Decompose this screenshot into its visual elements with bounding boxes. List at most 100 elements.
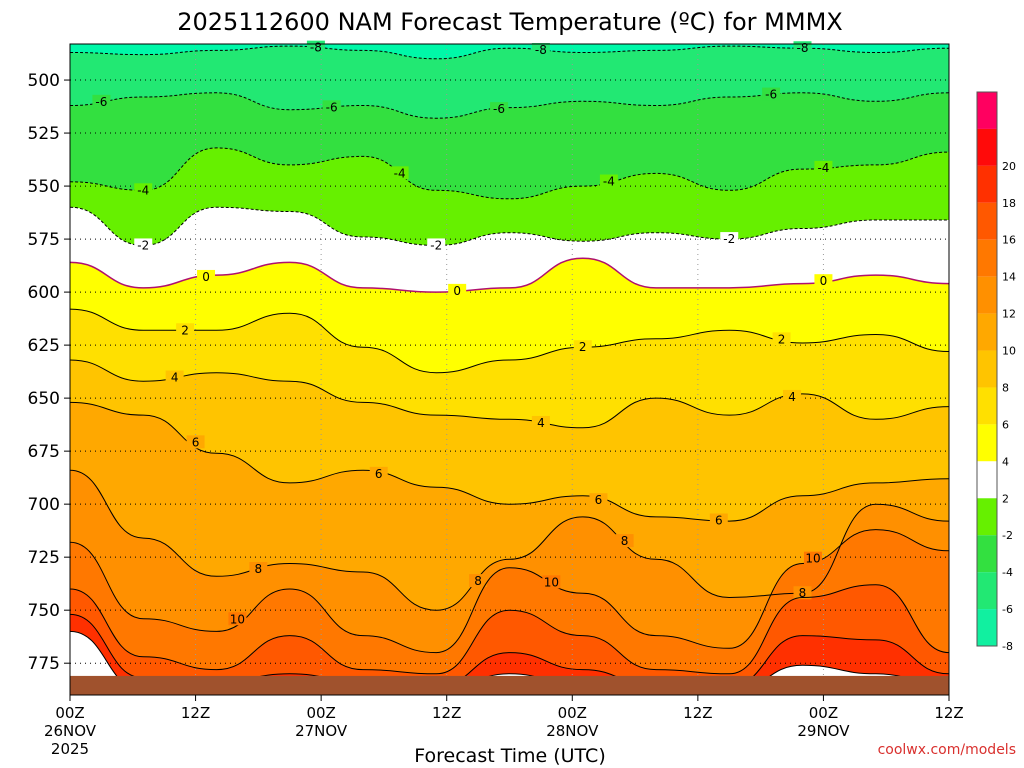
isotherm--6 [69,92,950,119]
isotherm-label: -2 [430,238,442,252]
isotherm-label-bg [448,283,467,297]
isotherm-label-bg [186,435,205,449]
colorbar-swatch [977,535,997,573]
colorbar-swatch [977,202,997,240]
colorbar-swatch [977,276,997,314]
colorbar-tick-label: 16 [1002,234,1016,247]
x-tick-date: 27NOV [295,722,348,740]
isotherm-label: 4 [537,416,545,430]
isotherm-label-bg [599,174,618,188]
colorbar-swatch [977,424,997,462]
isotherm-label: -6 [493,102,505,116]
colorbar-tick-label: 4 [1002,455,1009,468]
colorbar-tick-label: 20 [1002,160,1016,173]
isotherm-label-bg [469,574,488,588]
y-tick-label: 725 [28,548,60,568]
isotherm-label: 0 [202,270,210,284]
isotherm-label-bg [793,586,812,600]
isotherm-label-bg [542,575,561,589]
y-tick-label: 750 [28,601,60,621]
isotherm-label: 0 [820,274,828,288]
isotherm-label-bg [249,561,268,575]
isotherm-label: -2 [723,232,735,246]
grid [70,44,949,695]
isotherm--2 [69,206,949,246]
x-tick-label: 12Z [683,704,712,722]
y-tick-label: 625 [28,336,60,356]
credit-link[interactable]: coolwx.com/models [878,742,1016,758]
isotherm-label-bg [589,493,608,507]
isotherm-label: 8 [621,534,629,548]
y-tick-label: 700 [28,495,60,515]
plot-area: -8 -8 -8 -6 -6 -6 -6 -4 -4 -4 -4 -2 -2 -2 0 0 0 2 2 2 4 4 4 6 6 6… [69,40,950,696]
y-tick-label: 675 [28,442,60,462]
isotherm-label: 2 [181,323,189,337]
colorbar-swatch [977,92,997,129]
isotherm-label-bg [720,232,739,246]
isotherm-label: 8 [474,574,482,588]
isotherm-label: -4 [603,175,615,189]
isotherm-label: -6 [765,88,777,102]
colorbar-tick-label: 12 [1002,308,1016,321]
isotherm-12 [69,584,950,675]
isotherm-label-bg [803,551,822,565]
colorbar-tick-label: 14 [1002,271,1016,284]
x-tick-label: 00Z [306,704,335,722]
colorbar-swatch [977,572,997,610]
colorbar-frame [976,91,998,647]
isotherm-label-bg [176,323,195,337]
isotherm-label-bg [531,43,550,57]
colorbar-swatch [977,609,997,646]
surface-terrain [70,675,949,695]
isotherm-label: 4 [171,371,179,385]
isotherm-label: -4 [137,183,149,197]
isotherm-label-bg [709,513,728,527]
y-tick-label: 550 [28,177,60,197]
isotherm-6 [69,401,950,522]
x-tick-label: 12Z [432,704,461,722]
isotherm-label: -4 [394,166,406,180]
x-axis-label: Forecast Time (UTC) [414,745,605,767]
x-tick-label: 12Z [181,704,210,722]
colorbar-tick-label: -2 [1002,529,1013,542]
colorbar-tick-label: 6 [1002,418,1009,431]
isotherm-label-bg [783,389,802,403]
isotherm-label: 6 [595,493,603,507]
isotherm-label-bg [573,340,592,354]
isotherm-label: 10 [544,575,559,589]
colorbar-legend: 20 18 16 14 12 10 8 6 4 2 -2 -4 -6 -8 [976,91,1016,653]
y-tick-label: 575 [28,230,60,250]
isotherm-label-bg [322,100,341,114]
isotherm-label-bg [197,269,216,283]
isotherm-label: -6 [326,100,338,114]
isotherm-label: -8 [310,41,322,55]
isotherm-label-bg [427,238,446,252]
colorbar-swatch [977,350,997,388]
plot-frame [69,43,950,696]
isotherm-label-bg [92,94,111,108]
isotherm-10 [69,529,950,654]
x-tick-date: 28NOV [546,722,599,740]
x-tick-label: 00Z [55,704,84,722]
x-tick-date: 29NOV [797,722,850,740]
colorbar-tick-label: -6 [1002,603,1013,616]
isotherm-label-bg [228,612,247,626]
isotherm-label-bg [531,415,550,429]
temperature-band-16 [70,614,949,695]
y-tick-label: 600 [28,283,60,303]
isotherm-label-bg [134,238,153,252]
y-tick-label: 650 [28,389,60,409]
y-tick-label: 775 [28,654,60,674]
x-tick-label: 00Z [558,704,587,722]
colorbar-swatch [977,313,997,351]
isotherm--4 [69,147,950,200]
colorbar-tick-label: 8 [1002,381,1009,394]
isotherm-label-bg [390,166,409,180]
colorbar-tick-label: 2 [1002,492,1009,505]
isotherm-label: 10 [805,552,820,566]
isotherm-label: -4 [817,161,829,175]
isotherm-label: 6 [715,514,723,528]
temperature-band-14 [70,584,949,695]
